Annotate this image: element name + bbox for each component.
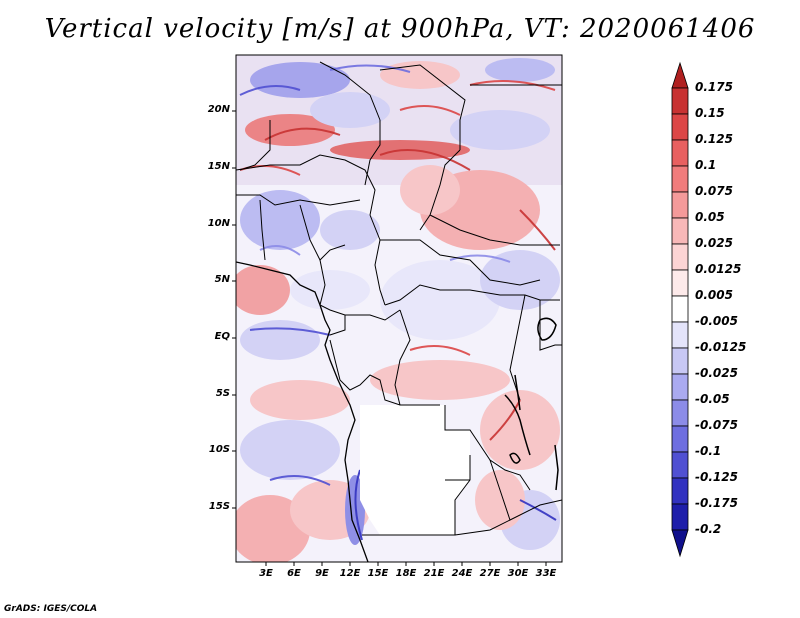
lon-tick-label: 21E [423, 568, 445, 579]
lat-tick-label: EQ [214, 331, 230, 342]
colorbar-label: 0.175 [695, 80, 733, 94]
colorbar-label: 0.125 [695, 132, 733, 146]
lon-tick-label: 27E [479, 568, 501, 579]
colorbar-label: -0.125 [695, 470, 738, 484]
lat-tick-label: 15N [207, 161, 230, 172]
colorbar-upper-arrow [671, 61, 689, 89]
lon-tick-label: 24E [451, 568, 473, 579]
colorbar-label: 0.05 [695, 210, 725, 224]
coastline [236, 261, 369, 562]
lat-tick-label: 10N [207, 218, 230, 229]
colorbar-label: -0.005 [695, 314, 738, 328]
lon-tick-label: 6E [287, 568, 301, 579]
colorbar-label: 0.025 [695, 236, 733, 250]
lon-tick-label: 9E [315, 568, 329, 579]
lon-tick-label: 12E [339, 568, 361, 579]
colorbar-lower-arrow [671, 529, 689, 558]
lon-tick-label: 3E [259, 568, 273, 579]
map-title: Vertical velocity [m/s] at 900hPa, VT: 2… [44, 14, 756, 44]
colorbar-label: -0.075 [695, 418, 738, 432]
colorbar-label: -0.025 [695, 366, 738, 380]
lat-tick-label: 5N [214, 274, 230, 285]
colorbar-label: -0.05 [695, 392, 730, 406]
lon-tick-label: 30E [507, 568, 529, 579]
colorbar [671, 61, 689, 558]
grads-credit: GrADS: IGES/COLA [4, 604, 98, 614]
lat-tick-label: 10S [208, 444, 230, 455]
colorbar-label: 0.1 [695, 158, 717, 172]
colorbar-label: -0.2 [695, 522, 722, 536]
velocity-field [236, 55, 562, 562]
lon-tick-label: 18E [395, 568, 417, 579]
lat-tick-label: 15S [208, 501, 230, 512]
colorbar-label: -0.175 [695, 496, 738, 510]
colorbar-label: 0.0125 [695, 262, 742, 276]
country-boundaries [236, 61, 562, 536]
lon-tick-label: 33E [535, 568, 557, 579]
colorbar-label: 0.005 [695, 288, 733, 302]
colorbar-label: -0.0125 [695, 340, 747, 354]
colorbar-label: 0.075 [695, 184, 733, 198]
lakes [504, 317, 559, 491]
colorbar-label: 0.15 [695, 106, 725, 120]
lat-tick-label: 5S [215, 388, 230, 399]
map-frame [235, 54, 563, 563]
lat-tick-label: 20N [207, 104, 230, 115]
colorbar-label: -0.1 [695, 444, 722, 458]
lon-tick-label: 15E [367, 568, 389, 579]
